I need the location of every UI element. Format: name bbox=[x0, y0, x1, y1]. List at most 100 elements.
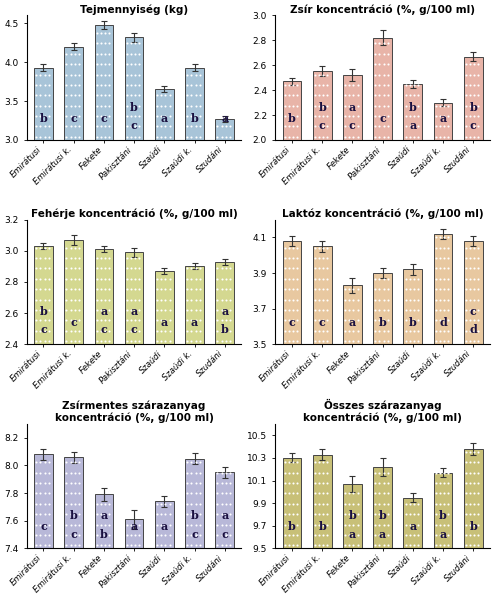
Bar bbox=[125, 252, 143, 599]
Text: c: c bbox=[379, 113, 386, 124]
Title: Fehérje koncentráció (%, g/100 ml): Fehérje koncentráció (%, g/100 ml) bbox=[31, 208, 238, 219]
Text: a: a bbox=[221, 113, 228, 124]
Text: c: c bbox=[70, 317, 77, 328]
Bar bbox=[373, 467, 392, 599]
Text: c: c bbox=[100, 325, 107, 335]
Title: Tejmennyiség (kg): Tejmennyiség (kg) bbox=[80, 4, 188, 14]
Text: b: b bbox=[439, 510, 447, 521]
Text: b: b bbox=[318, 101, 326, 113]
Text: c: c bbox=[349, 120, 356, 131]
Bar bbox=[155, 89, 174, 373]
Text: c: c bbox=[40, 521, 47, 533]
Title: Zsírmentes szárazanyag
koncentráció (%, g/100 ml): Zsírmentes szárazanyag koncentráció (%, … bbox=[55, 401, 213, 423]
Bar bbox=[94, 25, 113, 373]
Bar bbox=[373, 273, 392, 599]
Text: b: b bbox=[100, 529, 108, 540]
Text: b: b bbox=[288, 521, 296, 533]
Text: b: b bbox=[191, 510, 199, 521]
Text: a: a bbox=[161, 317, 168, 328]
Bar bbox=[283, 241, 301, 599]
Text: b: b bbox=[288, 113, 296, 124]
Text: c: c bbox=[191, 529, 198, 540]
Bar bbox=[34, 455, 53, 599]
Bar bbox=[313, 246, 331, 599]
Text: d: d bbox=[439, 317, 447, 328]
Bar bbox=[434, 473, 453, 599]
Bar bbox=[404, 270, 422, 599]
Bar bbox=[373, 38, 392, 389]
Text: b: b bbox=[379, 510, 386, 521]
Title: Összes szárazanyag
koncentráció (%, g/100 ml): Összes szárazanyag koncentráció (%, g/10… bbox=[303, 399, 462, 423]
Text: b: b bbox=[379, 317, 386, 328]
Bar bbox=[125, 37, 143, 373]
Text: a: a bbox=[191, 317, 198, 328]
Bar bbox=[34, 68, 53, 373]
Bar bbox=[185, 459, 204, 599]
Bar bbox=[434, 234, 453, 599]
Bar bbox=[283, 81, 301, 389]
Bar bbox=[404, 84, 422, 389]
Text: b: b bbox=[469, 521, 477, 533]
Text: a: a bbox=[100, 510, 108, 521]
Bar bbox=[64, 457, 83, 599]
Bar bbox=[343, 286, 362, 599]
Text: c: c bbox=[319, 317, 326, 328]
Text: c: c bbox=[70, 529, 77, 540]
Bar bbox=[94, 249, 113, 599]
Bar bbox=[464, 56, 483, 389]
Bar bbox=[464, 241, 483, 599]
Bar bbox=[215, 473, 234, 599]
Bar bbox=[313, 455, 331, 599]
Bar bbox=[185, 68, 204, 373]
Bar bbox=[215, 262, 234, 599]
Text: c: c bbox=[470, 120, 477, 131]
Text: a: a bbox=[100, 305, 108, 317]
Bar bbox=[64, 240, 83, 599]
Bar bbox=[125, 519, 143, 599]
Text: c: c bbox=[470, 305, 477, 317]
Bar bbox=[313, 71, 331, 389]
Text: a: a bbox=[439, 113, 447, 124]
Bar bbox=[155, 501, 174, 599]
Text: a: a bbox=[349, 529, 356, 540]
Bar bbox=[94, 495, 113, 599]
Bar bbox=[283, 458, 301, 599]
Text: a: a bbox=[161, 521, 168, 533]
Text: a: a bbox=[409, 120, 416, 131]
Bar bbox=[464, 449, 483, 599]
Bar bbox=[343, 484, 362, 599]
Text: a: a bbox=[349, 317, 356, 328]
Text: b: b bbox=[409, 101, 417, 113]
Bar bbox=[215, 119, 234, 373]
Text: b: b bbox=[191, 113, 199, 124]
Text: c: c bbox=[221, 529, 228, 540]
Text: d: d bbox=[469, 325, 477, 335]
Bar bbox=[404, 498, 422, 599]
Text: c: c bbox=[131, 120, 137, 131]
Text: b: b bbox=[348, 510, 356, 521]
Bar bbox=[34, 246, 53, 599]
Text: a: a bbox=[349, 101, 356, 113]
Text: a: a bbox=[130, 521, 138, 533]
Bar bbox=[185, 267, 204, 599]
Title: Zsír koncentráció (%, g/100 ml): Zsír koncentráció (%, g/100 ml) bbox=[290, 4, 475, 14]
Text: c: c bbox=[100, 113, 107, 124]
Text: a: a bbox=[221, 305, 228, 317]
Text: a: a bbox=[439, 529, 447, 540]
Text: c: c bbox=[319, 120, 326, 131]
Text: a: a bbox=[221, 510, 228, 521]
Text: b: b bbox=[70, 510, 78, 521]
Text: a: a bbox=[130, 305, 138, 317]
Text: b: b bbox=[130, 101, 138, 113]
Text: c: c bbox=[288, 317, 295, 328]
Bar bbox=[434, 102, 453, 389]
Title: Laktóz koncentráció (%, g/100 ml): Laktóz koncentráció (%, g/100 ml) bbox=[282, 208, 484, 219]
Text: c: c bbox=[70, 113, 77, 124]
Text: b: b bbox=[409, 317, 417, 328]
Text: a: a bbox=[409, 521, 416, 533]
Text: b: b bbox=[469, 101, 477, 113]
Text: b: b bbox=[40, 305, 47, 317]
Bar bbox=[343, 75, 362, 389]
Bar bbox=[64, 47, 83, 373]
Text: c: c bbox=[40, 325, 47, 335]
